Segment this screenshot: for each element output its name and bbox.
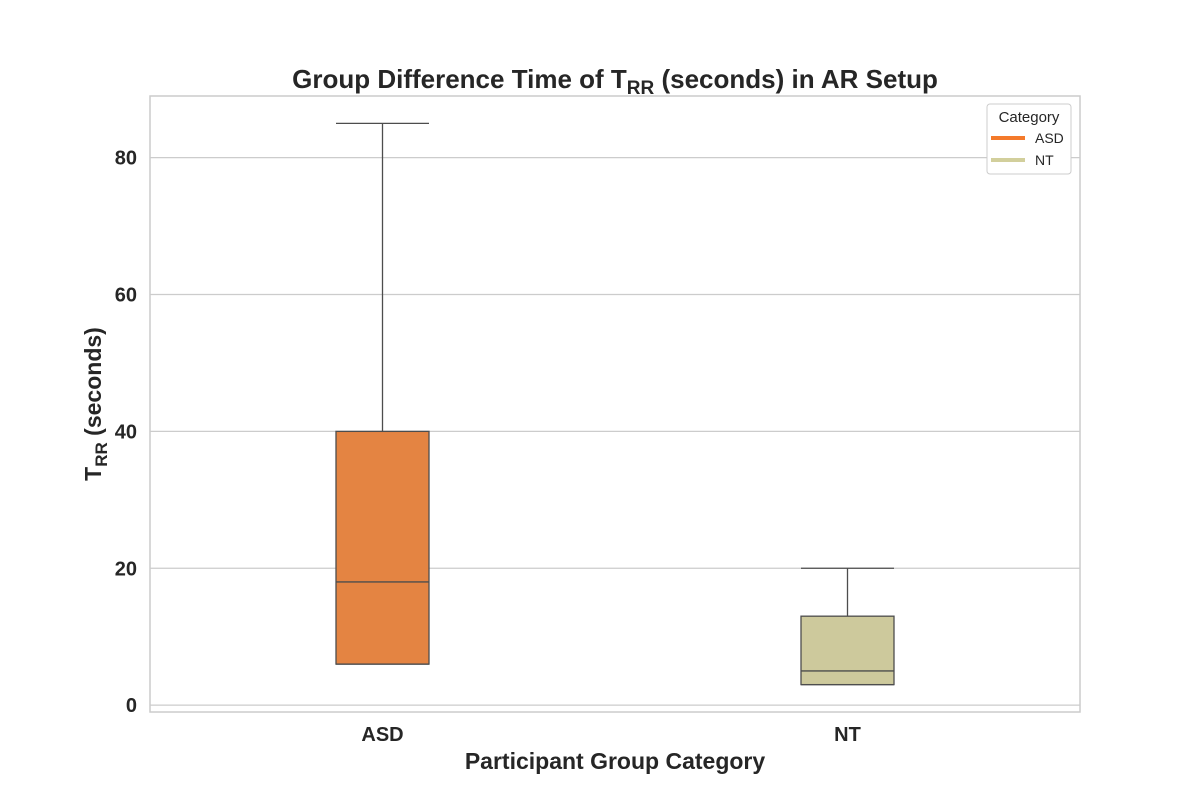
y-tick-labels: 0 20 40 60 80 (115, 148, 137, 718)
box-asd (335, 122, 430, 665)
y-tick-label-0: 0 (126, 695, 137, 717)
box-body-nt (800, 615, 895, 686)
plot-frame (149, 95, 1081, 713)
grid-lines (150, 156, 1080, 706)
y-tick-label-60: 60 (115, 284, 137, 306)
y-axis-label-rest: (seconds) (80, 327, 106, 442)
box-body-asd (335, 430, 430, 665)
chart-title-rest: (seconds) in AR Setup (654, 64, 938, 94)
legend: Category ASD NT (986, 103, 1072, 175)
y-axis-label-subscript: RR (92, 442, 111, 467)
boxes (335, 122, 895, 686)
chart-title-main: Group Difference Time of T (292, 64, 627, 94)
legend-label-asd: ASD (1035, 130, 1064, 146)
plot-area (150, 96, 1080, 712)
chart-title: Group Difference Time of TRR (seconds) i… (292, 64, 938, 99)
x-tick-label-nt: NT (834, 724, 861, 746)
x-axis-label: Participant Group Category (465, 748, 766, 774)
y-tick-label-40: 40 (115, 421, 137, 443)
x-tick-label-asd: ASD (361, 724, 403, 746)
legend-frame (986, 103, 1072, 175)
legend-label-nt: NT (1035, 152, 1054, 168)
y-tick-label-80: 80 (115, 148, 137, 170)
chart-title-subscript: RR (627, 78, 655, 99)
x-tick-labels: ASD NT (361, 724, 860, 746)
legend-title: Category (999, 109, 1060, 126)
y-axis-label: TRR (seconds) (80, 327, 111, 481)
box-nt (800, 567, 895, 686)
y-tick-label-20: 20 (115, 558, 137, 580)
y-axis-label-main: T (80, 467, 106, 481)
